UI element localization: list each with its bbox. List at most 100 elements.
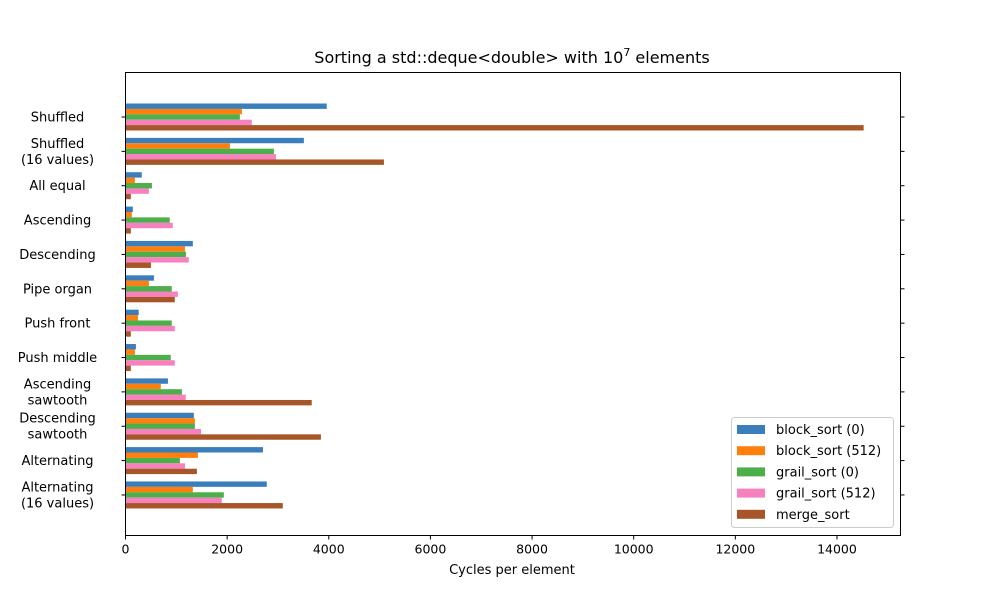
bar bbox=[125, 193, 131, 200]
bar bbox=[125, 349, 135, 355]
bar bbox=[125, 108, 242, 115]
bar bbox=[125, 222, 173, 229]
bar bbox=[125, 159, 384, 165]
bar bbox=[125, 360, 175, 366]
x-tick-label: 0 bbox=[122, 542, 130, 557]
bar bbox=[125, 468, 197, 475]
bar bbox=[125, 412, 194, 419]
bar bbox=[125, 463, 185, 469]
bar bbox=[125, 492, 224, 498]
bar bbox=[125, 447, 263, 453]
bar bbox=[125, 503, 283, 509]
bar bbox=[125, 418, 195, 424]
bar bbox=[125, 383, 161, 390]
bar bbox=[125, 309, 139, 316]
legend-entry: block_sort (0) bbox=[776, 423, 865, 438]
bar bbox=[125, 177, 135, 184]
bar bbox=[125, 486, 193, 493]
bar bbox=[125, 428, 201, 435]
x-axis-label: Cycles per element bbox=[449, 563, 575, 578]
bar bbox=[125, 389, 182, 395]
bar bbox=[125, 262, 151, 268]
y-tick-label: sawtooth bbox=[28, 428, 88, 443]
bar bbox=[125, 188, 149, 194]
y-tick-label: (16 values) bbox=[21, 153, 94, 168]
y-tick-label: Shuffled bbox=[31, 137, 85, 152]
bar bbox=[125, 251, 186, 258]
x-tick-label: 6000 bbox=[415, 542, 447, 557]
legend-swatch bbox=[737, 488, 765, 498]
bar bbox=[125, 315, 138, 321]
bar bbox=[125, 280, 149, 287]
bar bbox=[125, 206, 133, 212]
bar bbox=[125, 296, 175, 303]
bar bbox=[125, 365, 131, 372]
x-tick-label: 10000 bbox=[614, 542, 654, 557]
y-tick-label: (16 values) bbox=[21, 496, 94, 511]
legend-swatch bbox=[737, 467, 765, 477]
bar bbox=[125, 344, 136, 350]
x-tick-label: 8000 bbox=[516, 542, 548, 557]
bar bbox=[125, 143, 230, 149]
plot-frame bbox=[125, 72, 901, 536]
y-tick-label: Alternating bbox=[21, 480, 93, 495]
y-tick-label: sawtooth bbox=[28, 393, 88, 408]
bar bbox=[125, 154, 276, 160]
bar bbox=[125, 217, 170, 223]
bar bbox=[125, 103, 327, 109]
bar bbox=[125, 183, 152, 189]
legend-entry: grail_sort (0) bbox=[776, 465, 859, 480]
bar bbox=[125, 291, 178, 297]
bar bbox=[125, 378, 168, 384]
bar bbox=[125, 246, 185, 252]
bar bbox=[125, 354, 171, 361]
legend-frame bbox=[731, 417, 894, 528]
bar bbox=[125, 481, 267, 487]
legend-swatch bbox=[737, 425, 765, 434]
bar bbox=[125, 275, 154, 281]
legend-swatch bbox=[737, 509, 765, 519]
y-tick-label: Alternating bbox=[21, 454, 93, 469]
bar bbox=[125, 211, 132, 218]
y-tick-label: Shuffled bbox=[31, 111, 85, 126]
bar bbox=[125, 452, 198, 458]
bar bbox=[125, 148, 274, 155]
x-tick-label: 2000 bbox=[211, 542, 243, 557]
bar bbox=[125, 125, 864, 131]
bar bbox=[125, 423, 195, 429]
bar bbox=[125, 399, 312, 406]
chart-title: Sorting a std::deque<double> with 107 el… bbox=[314, 46, 709, 67]
bar bbox=[125, 119, 252, 126]
legend-swatch bbox=[737, 446, 765, 456]
x-tick-label: 12000 bbox=[715, 542, 755, 557]
x-tick-label: 4000 bbox=[313, 542, 345, 557]
y-tick-label: Pipe organ bbox=[23, 282, 92, 297]
bar bbox=[125, 434, 321, 440]
bar bbox=[125, 114, 240, 120]
bar bbox=[125, 457, 180, 464]
bar bbox=[125, 172, 142, 178]
bar bbox=[125, 497, 222, 504]
legend: block_sort (0) block_sort (512) grail_sort… bbox=[731, 417, 894, 528]
bar bbox=[125, 240, 193, 247]
bar bbox=[125, 331, 131, 337]
bar bbox=[125, 325, 175, 332]
y-tick-label: Push middle bbox=[18, 351, 97, 366]
bar bbox=[125, 394, 186, 400]
y-tick-label: Descending bbox=[19, 248, 96, 263]
legend-entry: merge_sort bbox=[776, 508, 850, 523]
y-tick-label: Ascending bbox=[24, 377, 91, 392]
y-tick-label: All equal bbox=[29, 179, 85, 194]
y-tick-label: Push front bbox=[25, 317, 91, 332]
y-tick-label: Descending bbox=[19, 412, 96, 427]
bar bbox=[125, 137, 304, 144]
bar bbox=[125, 286, 172, 292]
legend-entry: block_sort (512) bbox=[776, 444, 881, 459]
legend-entry: grail_sort (512) bbox=[776, 487, 876, 502]
bar bbox=[125, 257, 189, 263]
x-tick-label: 14000 bbox=[817, 542, 857, 557]
bar bbox=[125, 320, 172, 326]
bar bbox=[125, 228, 131, 234]
y-tick-label: Ascending bbox=[24, 214, 91, 229]
